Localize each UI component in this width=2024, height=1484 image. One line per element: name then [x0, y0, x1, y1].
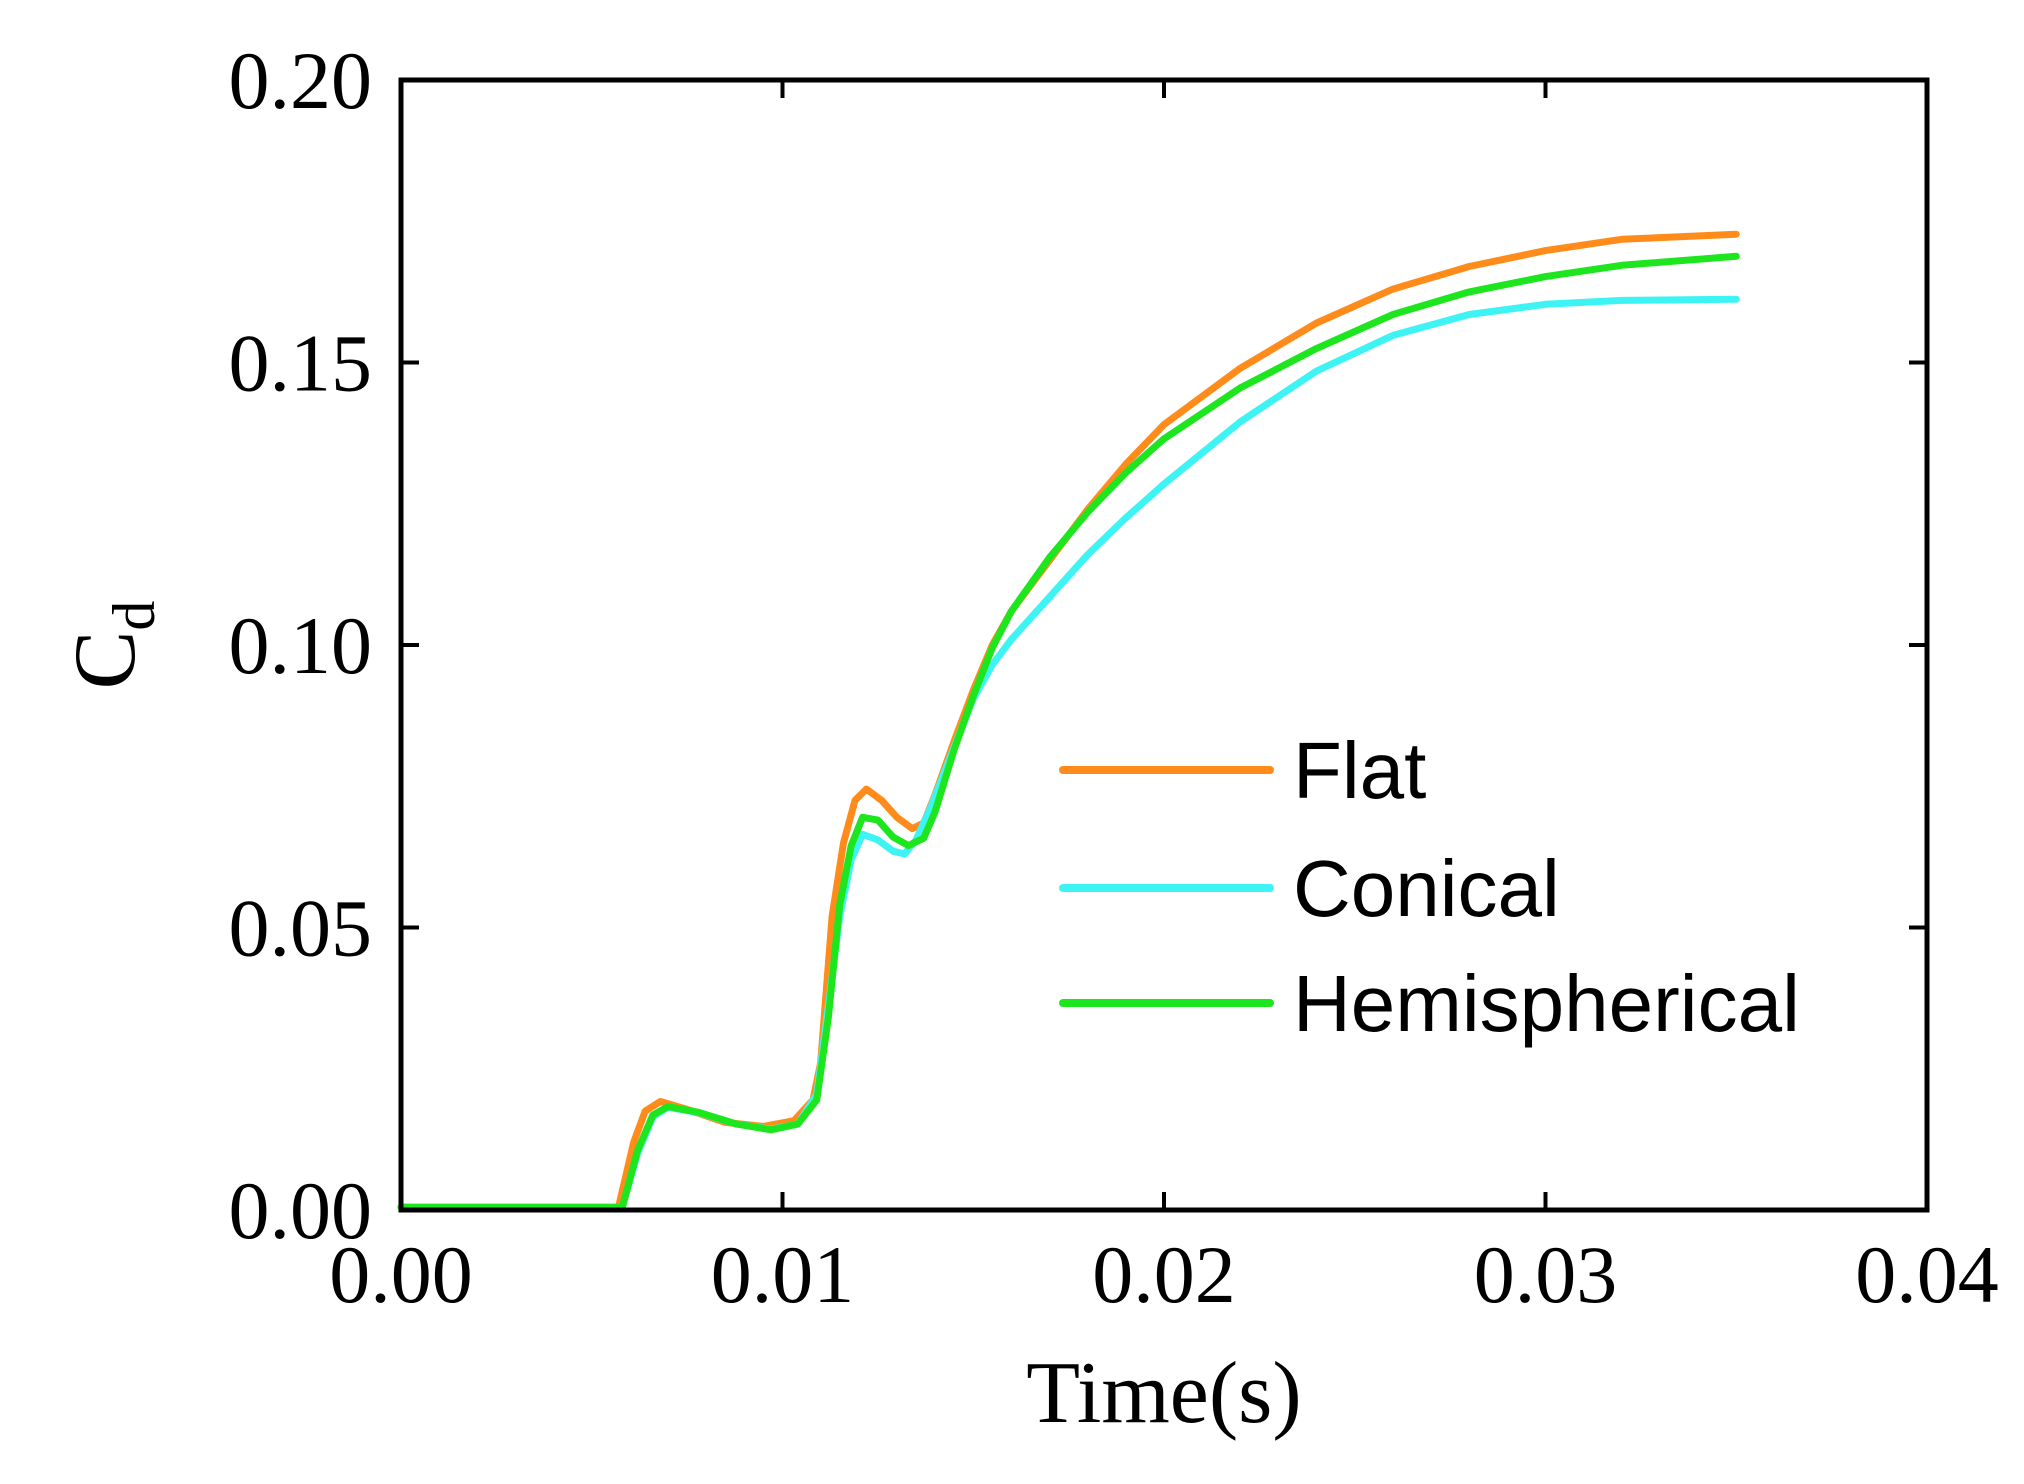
legend-label-conical: Conical: [1293, 844, 1560, 933]
x-tick-label-4: 0.04: [1855, 1229, 1999, 1320]
series-lines: [397, 230, 1740, 1211]
x-tick-labels: 0.00 0.01 0.02 0.03 0.04: [329, 1229, 1999, 1320]
x-tick-label-2: 0.02: [1092, 1229, 1236, 1320]
svg-text:Cd: Cd: [57, 601, 167, 690]
y-tick-labels: 0.00 0.05 0.10 0.15 0.20: [229, 35, 373, 1256]
y-tick-label-0: 0.00: [229, 1165, 373, 1256]
y-tick-label-1: 0.05: [229, 883, 373, 974]
axis-ticks: [399, 78, 1929, 1212]
x-tick-label-3: 0.03: [1474, 1229, 1618, 1320]
legend: Flat Conical Hemispherical: [1059, 726, 1800, 1048]
legend-label-hemispherical: Hemispherical: [1293, 959, 1800, 1048]
x-tick-label-1: 0.01: [711, 1229, 855, 1320]
y-axis-title-subscript: d: [101, 601, 167, 631]
series-line-hemispherical: [397, 252, 1740, 1211]
y-axis-title: Cd: [57, 601, 167, 690]
x-axis-title: Time(s): [1026, 1345, 1301, 1442]
y-tick-label-3: 0.15: [229, 318, 373, 409]
y-tick-label-2: 0.10: [229, 600, 373, 691]
legend-label-flat: Flat: [1293, 726, 1426, 815]
x-tick-label-0: 0.00: [329, 1229, 473, 1320]
y-tick-label-4: 0.20: [229, 35, 373, 126]
y-axis-title-main: C: [57, 631, 154, 690]
